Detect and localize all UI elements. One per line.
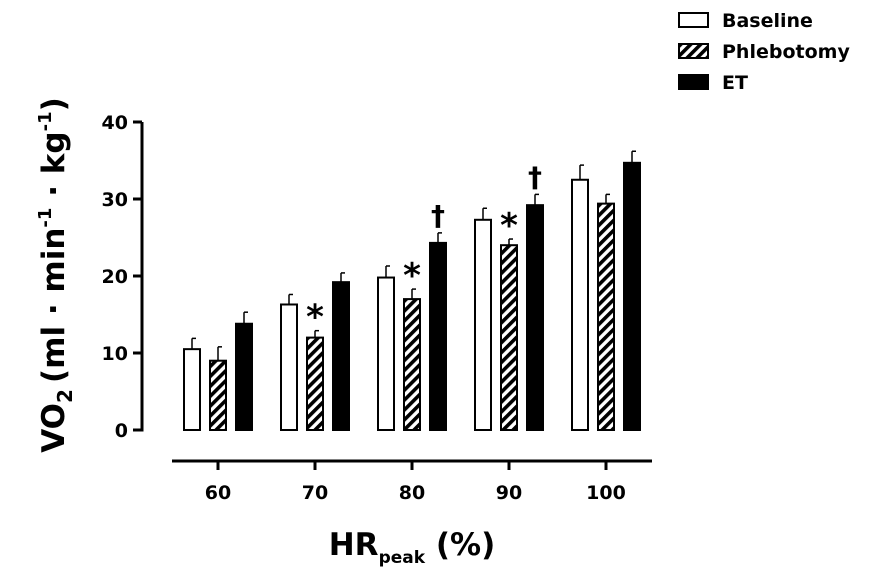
y-axis: 0 10 20 30 40 <box>102 112 144 442</box>
bar-baseline-90 <box>474 218 492 431</box>
y-tick-label: 30 <box>102 189 128 211</box>
bar-phlebotomy-100 <box>597 202 615 431</box>
legend-swatch-et <box>678 74 709 90</box>
y-tick-label: 40 <box>102 112 128 134</box>
bar-baseline-80 <box>377 276 395 432</box>
x-tick-label: 70 <box>302 482 328 504</box>
significance-dagger: † <box>431 199 445 232</box>
bar-phlebotomy-90 <box>500 244 518 431</box>
bar-et-90 <box>526 204 544 431</box>
y-tick-label: 0 <box>115 420 128 442</box>
bar-baseline-70 <box>280 303 298 431</box>
legend-swatch-baseline <box>678 12 709 28</box>
x-axis: 60 70 80 90 100 <box>172 459 652 504</box>
bar-phlebotomy-80 <box>403 298 421 431</box>
x-tick-label: 90 <box>496 482 522 504</box>
legend-swatch-phlebotomy <box>678 43 709 59</box>
bar-phlebotomy-60 <box>209 359 227 432</box>
legend-label-et: ET <box>722 72 748 94</box>
x-axis-title: HRpeak (%) <box>329 527 496 568</box>
legend: Baseline Phlebotomy ET <box>678 10 850 94</box>
y-tick-label: 20 <box>102 266 128 288</box>
bar-et-60 <box>235 322 253 431</box>
x-tick-label: 100 <box>586 482 626 504</box>
significance-star: * <box>403 256 421 296</box>
bars <box>183 150 641 432</box>
y-tick-label: 10 <box>102 343 128 365</box>
bar-phlebotomy-70 <box>306 336 324 432</box>
x-tick-label: 80 <box>399 482 425 504</box>
bar-baseline-100 <box>571 178 589 431</box>
annotations: * * * † † <box>306 160 542 337</box>
x-tick-label: 60 <box>205 482 231 504</box>
bar-baseline-60 <box>183 348 201 431</box>
significance-star: * <box>500 206 518 246</box>
bar-et-70 <box>332 281 350 431</box>
legend-label-baseline: Baseline <box>722 10 813 32</box>
legend-label-phlebotomy: Phlebotomy <box>722 41 850 63</box>
significance-star: * <box>306 298 324 338</box>
bar-et-80 <box>429 241 447 431</box>
significance-dagger: † <box>528 160 542 193</box>
y-axis-title: VO2(ml · min-1 · kg-1) <box>35 97 77 453</box>
bar-et-100 <box>623 161 641 431</box>
